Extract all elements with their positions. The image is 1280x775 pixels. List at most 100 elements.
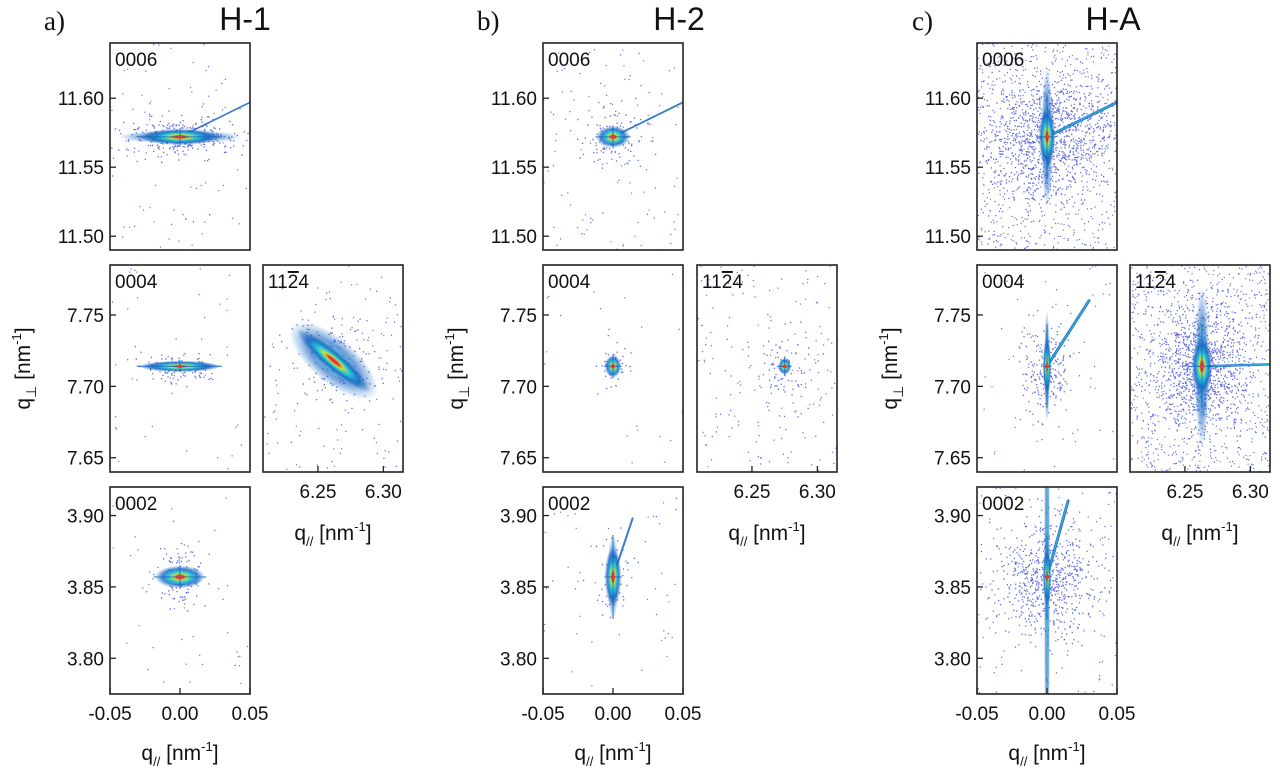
axis-label-close: ] (800, 522, 806, 545)
y-tick-label: 11.50 (491, 227, 537, 248)
axis-label-sub: // (306, 534, 314, 549)
peak-maximum (782, 364, 788, 369)
axis-label-unit: [nm (1180, 522, 1221, 545)
axis-label-q: q (728, 522, 740, 545)
panel-plot-area (543, 497, 683, 694)
x-axis-label-main: q// [nm-1] (141, 739, 218, 769)
axis-label-sup: -1 (876, 333, 891, 345)
axis-label-sub: ⊥ (456, 386, 472, 398)
panel-plot-area (264, 265, 403, 472)
axis-label-close: ] (445, 327, 468, 333)
reflection-label: 0006 (115, 50, 157, 71)
panel-H-A-11-24: 1124 6.25 6.30 (1129, 264, 1271, 503)
x-tick-label: 0.00 (162, 704, 199, 725)
x-tick-label: 0.00 (1029, 704, 1066, 725)
panel-H-1-0004: 0004 7.65 7.70 7.75 (67, 264, 251, 473)
reflection-label-part: 4 (1165, 272, 1176, 293)
y-tick-label: 7.70 (67, 377, 104, 398)
panel-plot-area (544, 273, 683, 464)
panel-H-1-0002: 0002 3.80 3.85 3.90 -0.05 0.00 0.05 (67, 486, 269, 725)
panel-letter: b) (477, 6, 500, 36)
panel-letter: a) (44, 6, 65, 36)
diffraction-peak (296, 329, 371, 392)
y-tick-label: 11.60 (925, 89, 971, 110)
panel-H-1-0006: 0006 11.50 11.55 11.60 (58, 42, 251, 251)
panel-plot-area (112, 497, 249, 685)
y-tick-label: 3.90 (67, 507, 104, 528)
diffuse-scatter (543, 49, 683, 250)
axis-label-q: q (1008, 742, 1020, 765)
panel-H-A-0006: 0006 11.50 11.55 11.60 (925, 42, 1118, 251)
reflection-label: 0004 (115, 272, 158, 293)
reflection-label: 0002 (548, 494, 590, 515)
panel-H-A-0004: 0004 7.65 7.70 7.75 (934, 264, 1118, 473)
sample-name: H-2 (653, 1, 705, 37)
axis-label-q: q (879, 398, 902, 410)
axis-label-close: ] (879, 327, 902, 333)
x-tick-label: 0.05 (1099, 704, 1136, 725)
y-tick-label: 3.80 (67, 649, 104, 670)
axis-label-sub: ⊥ (23, 386, 39, 398)
peak-maximum (610, 135, 616, 139)
diffuse-scatter (264, 265, 403, 472)
panel-plot-area (697, 265, 837, 472)
panel-H-2-0004: 0004 7.65 7.70 7.75 (500, 264, 684, 473)
y-tick-label: 3.80 (934, 649, 971, 670)
x-tick-label: 0.05 (232, 704, 269, 725)
y-tick-label: 11.60 (58, 89, 104, 110)
sample-name: H-1 (219, 1, 271, 37)
x-tick-label: 6.30 (1232, 482, 1269, 503)
y-tick-label: 11.60 (491, 89, 537, 110)
y-tick-label: 3.90 (500, 507, 537, 528)
panel-letter: c) (912, 6, 933, 36)
axis-label-sub: // (153, 754, 161, 769)
x-tick-label: 6.30 (365, 482, 402, 503)
y-tick-label: 3.80 (500, 649, 537, 670)
x-tick-label: 0.05 (665, 704, 702, 725)
panel-frame (109, 486, 251, 695)
axis-label-q: q (445, 398, 468, 410)
axis-label-unit: [nm (313, 522, 354, 545)
axis-label-unit: [nm (1027, 742, 1068, 765)
peak-maximum (1044, 575, 1050, 579)
y-tick-label: 7.70 (500, 377, 537, 398)
panel-H-A-0002: 0002 3.80 3.85 3.90 -0.05 0.00 0.05 (934, 486, 1136, 725)
axis-label-q: q (294, 522, 306, 545)
peak-maximum (610, 364, 616, 369)
x-tick-label: -0.05 (521, 704, 564, 725)
y-tick-label: 7.65 (67, 449, 104, 470)
axis-label-q: q (574, 742, 586, 765)
diffuse-streak-core (1046, 300, 1090, 367)
y-tick-label: 7.75 (500, 306, 537, 327)
panel-plot-area (983, 265, 1115, 471)
panel-H-2-0006: 0006 11.50 11.55 11.60 (491, 42, 684, 251)
reflection-label: 1124 (702, 272, 743, 293)
horizontal-streak-core (1201, 363, 1270, 367)
panel-frame (1129, 264, 1271, 473)
y-tick-label: 11.50 (58, 227, 104, 248)
axis-label-close: ] (1080, 742, 1086, 765)
reflection-label: 0004 (548, 272, 591, 293)
x-axis-label-side: q// [nm-1] (294, 519, 371, 549)
x-tick-label: 6.25 (1166, 482, 1203, 503)
axis-label-unit: [nm (747, 522, 788, 545)
diffuse-scatter (111, 44, 250, 250)
panel-frame (109, 42, 251, 251)
x-axis-label-main: q// [nm-1] (1008, 739, 1085, 769)
reflection-label: 1124 (268, 272, 309, 293)
x-tick-label: -0.05 (88, 704, 131, 725)
y-tick-label: 11.55 (491, 158, 537, 179)
axis-label-close: ] (1233, 522, 1239, 545)
axis-label-sub: ⊥ (890, 386, 906, 398)
axis-label-q: q (1161, 522, 1173, 545)
panel-frame (109, 264, 251, 473)
axis-label-unit: [nm (160, 742, 201, 765)
reflection-label: 0002 (982, 494, 1024, 515)
reflection-label-bar: 2 (722, 272, 733, 293)
panel-plot-area (977, 43, 1117, 250)
panel-frame (262, 264, 404, 473)
axis-label-unit: [nm (593, 742, 634, 765)
panel-frame (542, 264, 684, 473)
y-tick-label: 11.50 (925, 227, 971, 248)
panel-frame (696, 264, 838, 473)
